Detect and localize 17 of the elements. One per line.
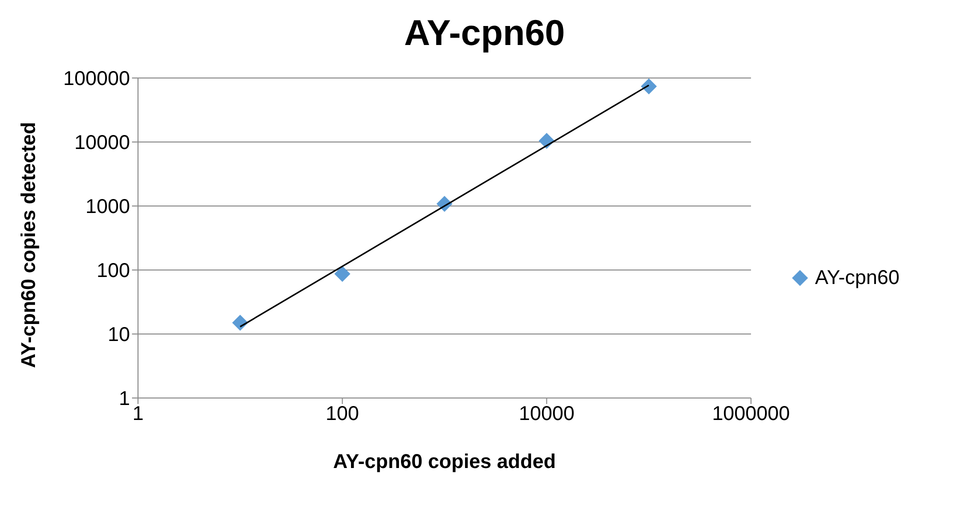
x-axis-title: AY-cpn60 copies added [333,451,556,473]
y-tick-label: 1000 [86,196,130,218]
y-tick-label: 10000 [74,132,130,154]
point [232,314,248,331]
y-tick-label: 100 [96,260,130,282]
x-tick-label: 10000 [518,403,574,426]
x-tick-label: 1000000 [712,403,790,426]
y-axis-title: AY-cpn60 copies detected [18,122,40,368]
point [334,266,350,282]
x-tick-label: 1 [132,403,144,426]
x-tick-label: 100 [326,403,360,426]
y-tick-label: 100000 [63,68,130,90]
chart-title: AY-cpn60 [403,11,566,55]
legend-label: AY-cpn60 [815,266,900,290]
y-tick-label: 1 [118,388,130,410]
y-tick-label: 10 [108,324,130,346]
point [640,78,657,94]
